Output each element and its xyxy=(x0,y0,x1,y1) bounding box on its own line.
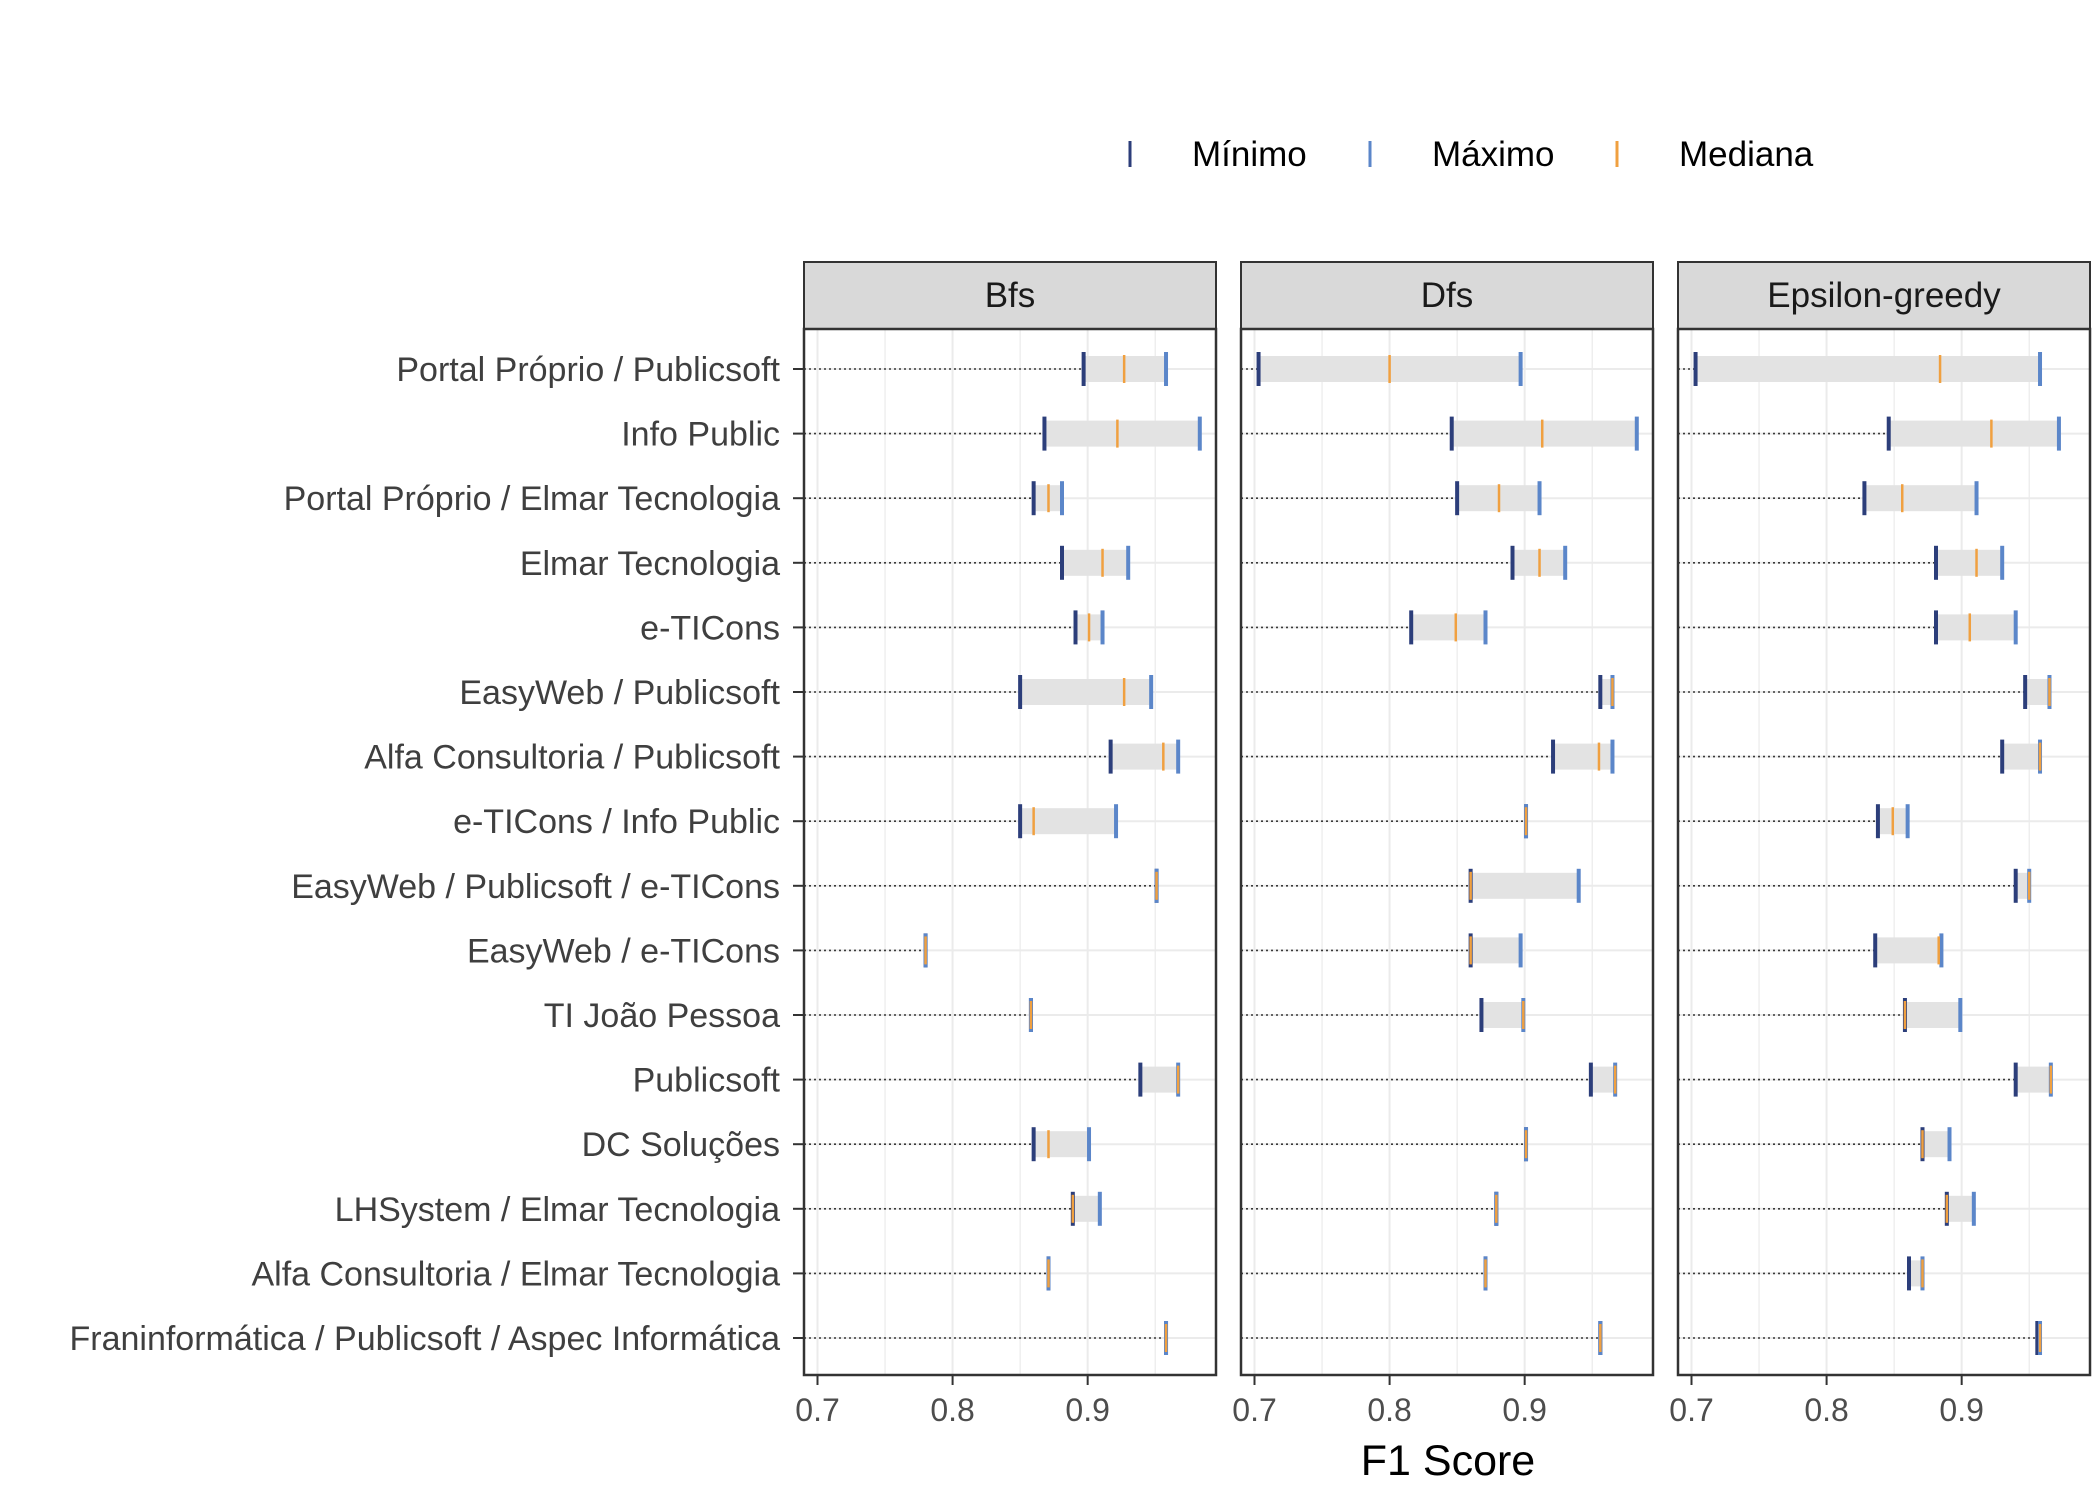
panel-background xyxy=(804,329,1216,1375)
category-label: Info Public xyxy=(621,416,780,454)
range-bar xyxy=(2025,679,2050,705)
range-bar xyxy=(1481,1002,1524,1028)
x-tick-label: 0.8 xyxy=(1804,1392,1848,1428)
range-bar xyxy=(1044,420,1200,447)
category-label: EasyWeb / e-TICons xyxy=(467,932,780,970)
category-label: Alfa Consultoria / Publicsoft xyxy=(364,739,780,777)
panel-border xyxy=(802,327,1218,1377)
category-label: TI João Pessoa xyxy=(544,997,780,1035)
range-bar xyxy=(1875,937,1942,964)
range-bar xyxy=(1451,420,1637,447)
range-bar xyxy=(1946,1195,1974,1222)
facet-panel-bfs: Bfs 0.7 0.8 0.9 xyxy=(795,261,1218,1428)
range-bar xyxy=(1864,485,1977,512)
category-label: Elmar Tecnologia xyxy=(520,545,780,583)
facet-strip-label: Epsilon-greedy xyxy=(1767,276,2001,315)
range-bar xyxy=(1072,1195,1100,1222)
category-label: LHSystem / Elmar Tecnologia xyxy=(335,1191,780,1229)
range-bar xyxy=(1020,679,1152,705)
range-bar xyxy=(1470,937,1521,964)
range-bar xyxy=(1110,743,1179,770)
panel-border xyxy=(1676,327,2092,1377)
category-label: DC Soluções xyxy=(582,1126,780,1164)
range-bar xyxy=(1936,614,2016,641)
category-label: EasyWeb / Publicsoft / e-TICons xyxy=(291,868,780,906)
range-bar xyxy=(1590,1066,1616,1093)
range-bar xyxy=(2002,743,2041,770)
range-bar xyxy=(1062,549,1129,576)
range-bar xyxy=(1140,1066,1179,1093)
range-bar xyxy=(1600,679,1613,705)
x-tick-label: 0.9 xyxy=(1939,1392,1983,1428)
x-tick-label: 0.8 xyxy=(930,1392,974,1428)
range-bar xyxy=(1695,356,2041,382)
facet-strip-label: Bfs xyxy=(985,276,1036,315)
range-bar xyxy=(1033,1131,1090,1158)
x-tick-label: 0.7 xyxy=(1669,1392,1713,1428)
category-label: Alfa Consultoria / Elmar Tecnologia xyxy=(251,1255,780,1293)
category-label: Publicsoft xyxy=(633,1062,781,1100)
range-bar xyxy=(1922,1131,1950,1158)
panel-border xyxy=(1239,327,1655,1377)
legend-label-median: Mediana xyxy=(1679,135,1814,174)
legend: Mínimo Máximo Mediana xyxy=(1128,135,1814,174)
panel-background xyxy=(1241,329,1653,1375)
range-bar xyxy=(1904,1002,1961,1028)
facet-panels: Bfs 0.7 0.8 0.9 Dfs 0.7 0.8 0.9 Epsilon-greedy 0.… xyxy=(795,261,2092,1428)
range-bar xyxy=(2015,872,2030,899)
range-bar xyxy=(1936,549,2003,576)
range-bar xyxy=(1411,614,1486,641)
x-tick-label: 0.7 xyxy=(795,1392,839,1428)
range-bar xyxy=(1908,1260,1923,1287)
x-tick-label: 0.8 xyxy=(1367,1392,1411,1428)
facet-strip xyxy=(1677,261,2091,330)
category-label: Portal Próprio / Elmar Tecnologia xyxy=(284,480,780,518)
x-tick-label: 0.9 xyxy=(1065,1392,1109,1428)
category-label: e-TICons / Info Public xyxy=(453,803,780,841)
x-axis-title: F1 Score xyxy=(1361,1437,1535,1485)
range-bar xyxy=(1020,808,1117,835)
category-label: Portal Próprio / Publicsoft xyxy=(396,351,780,389)
facet-panel-epsilon-greedy: Epsilon-greedy 0.7 0.8 0.9 xyxy=(1669,261,2092,1428)
facet-strip-label: Dfs xyxy=(1421,276,1474,315)
legend-label-min: Mínimo xyxy=(1192,135,1307,174)
category-label: Franinformática / Publicsoft / Aspec Inf… xyxy=(69,1320,780,1358)
range-bar xyxy=(2015,1066,2051,1093)
facet-strip xyxy=(803,261,1217,330)
range-bar xyxy=(1470,872,1579,899)
category-label: EasyWeb / Publicsoft xyxy=(459,674,780,712)
category-labels: Portal Próprio / Publicsoft Info Public Po… xyxy=(69,351,804,1358)
legend-label-max: Máximo xyxy=(1432,135,1555,174)
x-tick-label: 0.9 xyxy=(1502,1392,1546,1428)
facet-panel-dfs: Dfs 0.7 0.8 0.9 xyxy=(1232,261,1655,1428)
category-label: e-TICons xyxy=(640,609,780,647)
range-bar xyxy=(1888,420,2059,447)
x-tick-label: 0.7 xyxy=(1232,1392,1276,1428)
range-bar xyxy=(1553,743,1613,770)
